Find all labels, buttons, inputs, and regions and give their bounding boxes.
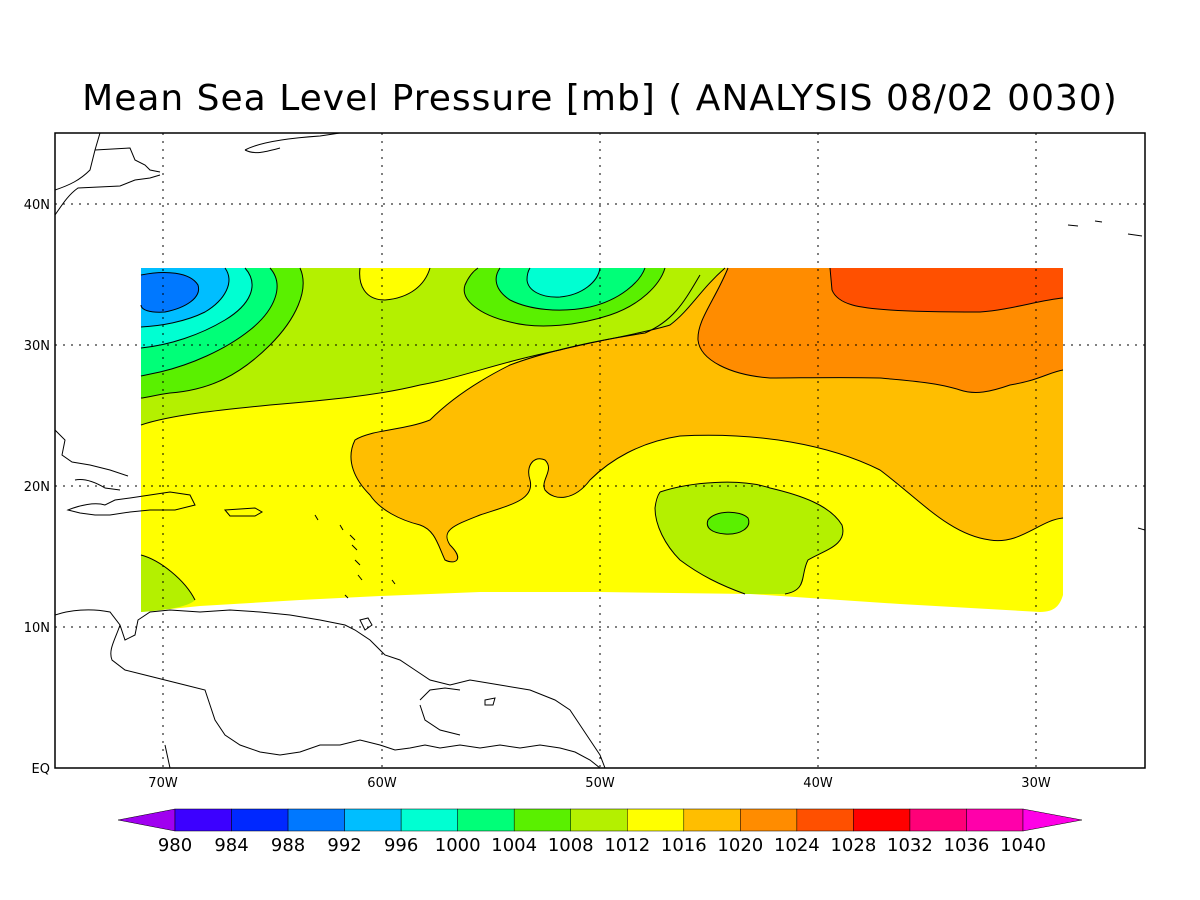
lon-tick-60w: 60W [367, 776, 397, 791]
field-992-low [141, 272, 199, 313]
field-1028 [830, 268, 1063, 312]
lat-tick-30n: 30N [24, 339, 50, 354]
colorbar-swatch [457, 808, 515, 832]
colorbar-swatch [796, 808, 854, 832]
colorbar-level-label: 1040 [1000, 835, 1046, 856]
field-1008-south [707, 512, 749, 535]
colorbar-swatch [627, 808, 685, 832]
colorbar-swatch [287, 808, 345, 832]
colorbar-swatch [683, 808, 741, 832]
pressure-field [141, 268, 1063, 612]
colorbar-level-label: 1028 [830, 835, 876, 856]
colorbar-level-label: 1004 [491, 835, 537, 856]
colorbar-swatch [909, 808, 967, 832]
colorbar-level-label: 1012 [604, 835, 650, 856]
lat-tick-eq: EQ [32, 762, 50, 777]
colorbar-level-label: 1032 [887, 835, 933, 856]
coast-lesser-antilles [314, 514, 396, 599]
lat-tick-40n: 40N [24, 198, 50, 213]
colorbar-level-label: 980 [158, 835, 192, 856]
lon-tick-50w: 50W [585, 776, 615, 791]
colorbar-level-label: 996 [384, 835, 418, 856]
colorbar-level-label: 1016 [661, 835, 707, 856]
coast-hispaniola [66, 491, 196, 516]
field-1012-sw [141, 555, 195, 612]
lon-tick-30w: 30W [1021, 776, 1051, 791]
colorbar-level-label: 1036 [944, 835, 990, 856]
lat-tick-10n: 10N [24, 621, 50, 636]
lon-tick-40w: 40W [803, 776, 833, 791]
colorbar: 980 984 988 992 996 1000 1004 1008 1012 1016 1020 1… [117, 808, 1083, 856]
gridlines [55, 133, 1145, 768]
lon-tick-labels: 70W 60W 50W 40W 30W [148, 776, 1051, 791]
colorbar-swatch [853, 808, 911, 832]
lon-tick-70w: 70W [148, 776, 178, 791]
map-frame [54, 132, 1146, 769]
colorbar-level-label: 992 [327, 835, 361, 856]
colorbar-swatch [966, 808, 1024, 832]
coast-south-america [55, 609, 606, 768]
lat-tick-labels: 40N 30N 20N 10N EQ [24, 198, 50, 777]
coast-puerto-rico [223, 507, 264, 517]
coast-cuba [55, 429, 129, 491]
colorbar-swatch [570, 808, 628, 832]
map-title: Mean Sea Level Pressure [mb] ( ANALYSIS … [82, 78, 1118, 119]
field-1016-north [359, 268, 430, 300]
colorbar-level-label: 984 [214, 835, 248, 856]
colorbar-level-label: 1008 [548, 835, 594, 856]
colorbar-swatch [400, 808, 458, 832]
colorbar-level-label: 988 [271, 835, 305, 856]
field-1012-south [655, 482, 843, 594]
colorbar-level-label: 1000 [435, 835, 481, 856]
colorbar-swatch [513, 808, 571, 832]
coast-north-america [55, 133, 341, 216]
coast-trinidad [359, 617, 373, 631]
colorbar-swatch [344, 808, 402, 832]
colorbar-right-arrow [1022, 808, 1083, 832]
colorbar-swatch [740, 808, 798, 832]
coast-azores [1067, 220, 1145, 531]
colorbar-left-arrow [117, 808, 176, 832]
field-1000-north [527, 268, 600, 298]
lat-tick-20n: 20N [24, 480, 50, 495]
colorbar-swatch [231, 808, 289, 832]
colorbar-level-label: 1020 [717, 835, 763, 856]
contour-lines [140, 267, 1064, 601]
colorbar-swatch [174, 808, 232, 832]
coastlines [55, 133, 1145, 768]
colorbar-level-label: 1024 [774, 835, 820, 856]
